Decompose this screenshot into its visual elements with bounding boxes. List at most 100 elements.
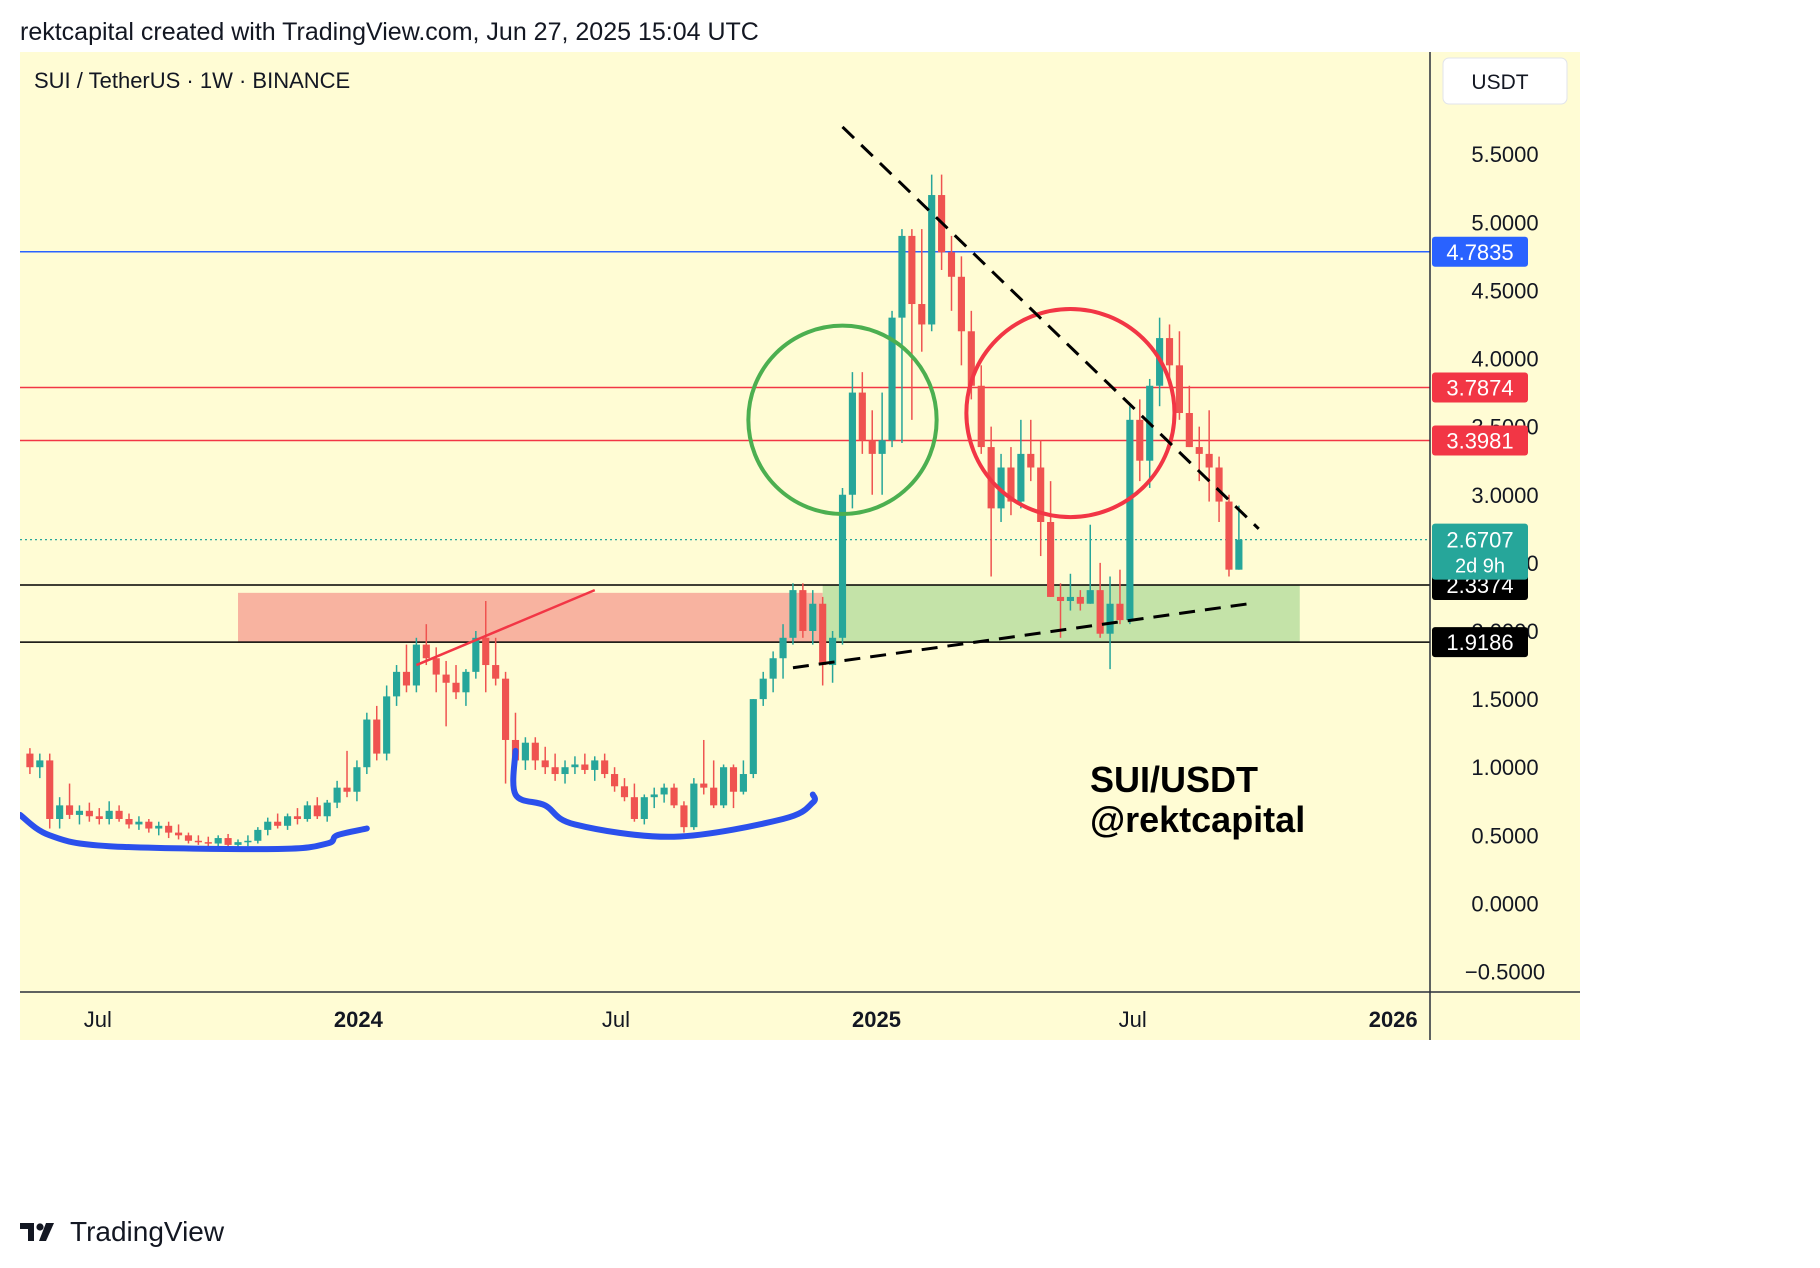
candle-body (1037, 467, 1045, 522)
candle-body (452, 682, 460, 693)
candle (630, 783, 638, 822)
candle-body (1116, 603, 1124, 621)
bar-countdown: 2d 9h (1455, 556, 1505, 578)
tradingview-logo-icon (20, 1223, 54, 1241)
candle-body (789, 590, 797, 638)
candlestick-chart[interactable]: 5.50005.00004.50004.00003.50003.00002.50… (17, 52, 1810, 1202)
candle (1017, 419, 1025, 509)
candle-body (184, 835, 193, 841)
candle (918, 229, 926, 352)
candle-body (155, 825, 163, 829)
candle-body (1205, 453, 1213, 468)
candle (779, 624, 787, 679)
time-axis-background (20, 992, 1580, 1040)
candle (551, 753, 559, 781)
currency-button[interactable]: USDT (1442, 57, 1568, 105)
candle (1185, 385, 1193, 448)
candle-body (591, 760, 599, 770)
candle (690, 778, 698, 830)
candle-body (283, 816, 292, 826)
candle-body (85, 810, 93, 817)
candle (1116, 569, 1124, 625)
tradingview-brand: TradingView (70, 1216, 225, 1247)
candle (1037, 440, 1045, 557)
candle (541, 746, 549, 775)
x-tick-label: Jul (1119, 1007, 1147, 1032)
candle (26, 748, 34, 775)
candle-body (373, 719, 381, 754)
candle-body (244, 840, 252, 843)
candle-body (888, 317, 896, 441)
candle (660, 783, 668, 803)
chart-attribution: rektcapital created with TradingView.com… (20, 18, 759, 46)
last-price-label: 2.6707 2d 9h (1432, 523, 1528, 580)
candle (710, 760, 718, 809)
candle (650, 787, 658, 809)
candle (1225, 494, 1233, 577)
candle-body (1086, 590, 1094, 604)
candle-body (234, 842, 242, 845)
candle-body (264, 821, 272, 830)
price-label-value: 3.7874 (1446, 375, 1513, 400)
candle-body (105, 810, 113, 819)
trendline-0 (841, 125, 1260, 530)
candle-body (333, 787, 341, 803)
x-tick-label: 2024 (334, 1007, 384, 1032)
highlight-circle-1 (964, 306, 1177, 520)
candle (244, 835, 252, 847)
candle (947, 235, 956, 311)
candle (95, 808, 103, 825)
candle-body (967, 331, 975, 386)
candle (165, 821, 173, 839)
candle-body (1195, 447, 1203, 454)
candle (383, 685, 391, 761)
candle (878, 392, 886, 495)
candle-body (779, 637, 787, 659)
candle-body (918, 304, 926, 325)
candle-body (1165, 338, 1174, 366)
candle (343, 750, 351, 798)
candle-body (630, 797, 638, 819)
rounded-bottom-curve-0 (17, 811, 370, 853)
candle (313, 797, 321, 819)
candle (224, 833, 232, 847)
candle (492, 637, 500, 686)
y-tick-label: 4.0000 (1471, 347, 1538, 372)
candle (115, 805, 123, 822)
tradingview-footer[interactable]: TradingView (20, 1216, 224, 1248)
candle-body (977, 385, 985, 448)
candle (848, 372, 856, 509)
candle (571, 756, 579, 775)
candle (749, 699, 757, 779)
y-tick-label: 3.0000 (1471, 483, 1538, 508)
watermark-line-1: SUI/USDT (1090, 759, 1258, 800)
candle-body (1066, 596, 1074, 602)
candle (402, 644, 411, 693)
candle-body (729, 767, 738, 792)
candle (1136, 399, 1144, 482)
candle-body (323, 802, 331, 817)
candle-body (660, 787, 668, 795)
candle (670, 783, 678, 809)
x-tick-label: Jul (602, 1007, 630, 1032)
candle-body (502, 678, 510, 740)
candle (640, 794, 648, 825)
price-axis-background (1430, 52, 1580, 992)
candle-body (214, 838, 222, 844)
candle (135, 816, 143, 830)
candle (680, 801, 688, 833)
last-price-value: 2.6707 (1446, 528, 1513, 553)
candle (363, 712, 371, 775)
candle (611, 767, 619, 792)
y-tick-label: 1.5000 (1471, 687, 1538, 712)
price-label-2: 3.3981 (1432, 425, 1528, 456)
candle-body (26, 753, 34, 768)
candle-body (422, 644, 430, 659)
candle-body (739, 774, 747, 792)
candle-body (858, 392, 866, 441)
candle-body (56, 805, 64, 819)
candle (174, 824, 183, 840)
price-label-box (1432, 425, 1528, 456)
candle-body (194, 840, 202, 843)
candle-body (947, 252, 956, 277)
